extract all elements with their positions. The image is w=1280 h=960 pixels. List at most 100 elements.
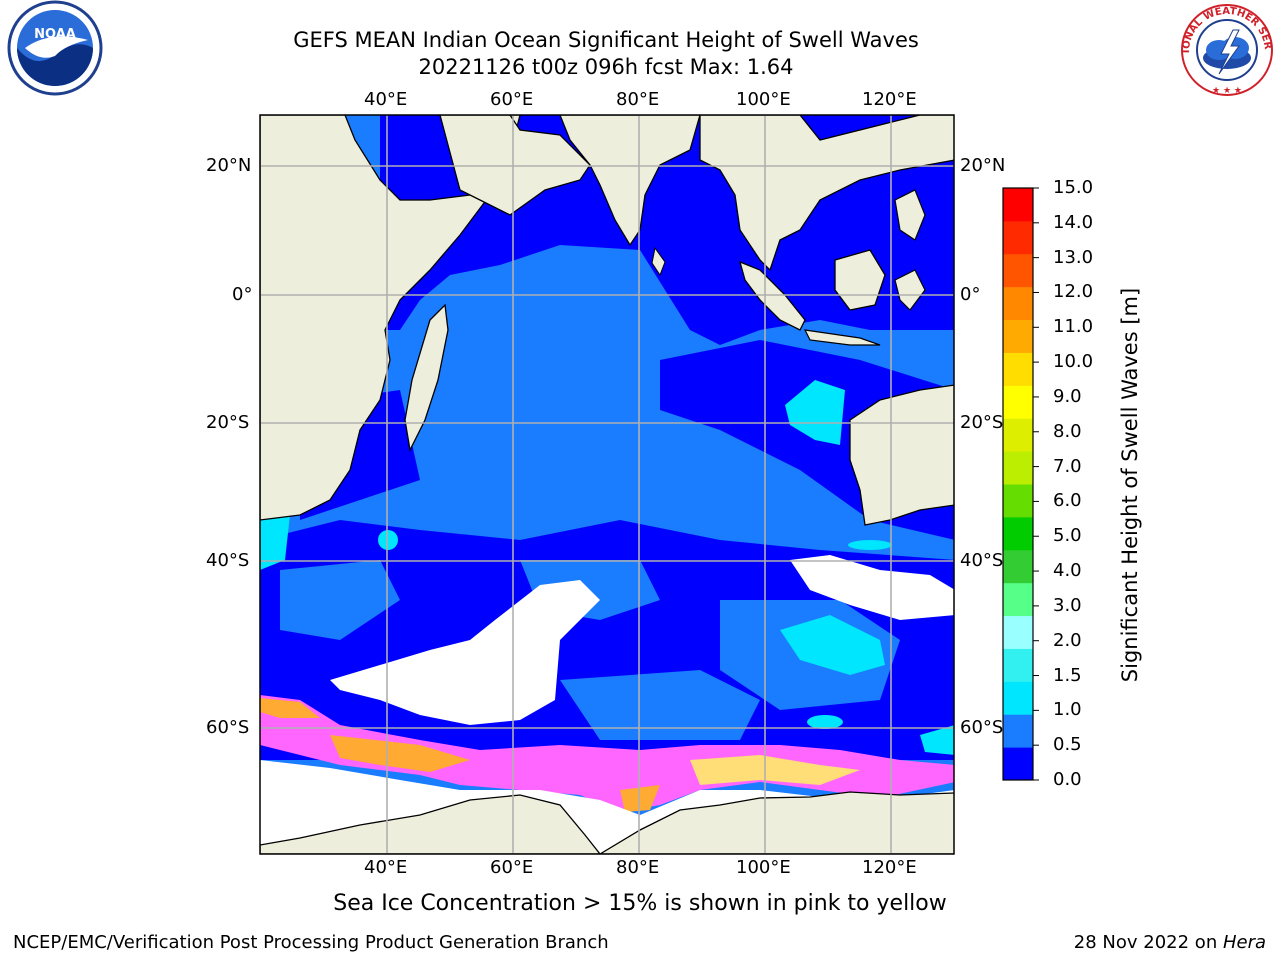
sumatra-land (739, 260, 806, 331)
lat-label-right-40s: 40°S (960, 550, 1004, 571)
colorbar-segment (1003, 747, 1033, 781)
noaa-logo-graphic: NOAA (7, 0, 103, 96)
ocean-patch-sw (280, 560, 400, 640)
lat-label-left-20n: 20°N (206, 155, 252, 176)
sea-ice-orange-s (620, 785, 660, 812)
swell-patch-cyan-au (785, 380, 845, 445)
lat-label-right-60s: 60°S (960, 717, 1004, 738)
missing-data-region-2 (790, 555, 954, 620)
sea-ice-caption: Sea Ice Concentration > 15% is shown in … (333, 891, 947, 916)
lon-label-top-100e: 100°E (736, 89, 791, 110)
swell-patch-cyan-streak (848, 540, 892, 550)
colorbar-segment (1003, 648, 1033, 682)
arabia-land (439, 115, 591, 216)
nws-logo: NATIONAL WEATHER SERVICE ★ ★ ★ (1175, 0, 1280, 100)
colorbar-segment (1003, 286, 1033, 321)
footer-credit: NCEP/EMC/Verification Post Processing Pr… (13, 932, 609, 953)
colorbar-tick-label: 11.0 (1053, 316, 1094, 338)
africa-land (260, 115, 521, 521)
sri-lanka-land (651, 246, 666, 277)
map-graticule (260, 115, 954, 854)
colorbar-tick-label: 2.0 (1053, 629, 1082, 651)
ocean-patch-s3 (560, 670, 760, 740)
swell-patch-cyan-s2 (807, 715, 843, 729)
colorbar-segment (1003, 418, 1033, 452)
colorbar-tick-label: 15.0 (1053, 177, 1094, 198)
sea-ice-orange-w (330, 735, 470, 772)
colorbar-tick-label: 12.0 (1053, 281, 1094, 303)
colorbar (1003, 187, 1039, 781)
philippines-land (894, 189, 926, 241)
colorbar-title: Significant Height of Swell Waves [m] (1118, 287, 1142, 683)
colorbar-tick-label: 1.0 (1053, 699, 1082, 721)
lon-label-bottom-40e: 40°E (364, 857, 408, 878)
colorbar-tick-label: 6.0 (1053, 490, 1082, 512)
antarctica-land-w (260, 794, 601, 854)
noaa-logo: NOAA (0, 0, 110, 100)
colorbar-tick-label: 9.0 (1053, 385, 1082, 407)
colorbar-segment (1003, 516, 1033, 551)
colorbar-tick-label: 13.0 (1053, 246, 1094, 268)
antarctica-land-e (598, 791, 954, 854)
map-title: GEFS MEAN Indian Ocean Significant Heigh… (293, 28, 919, 52)
australia-land (849, 384, 954, 526)
madagascar-land (404, 303, 449, 453)
map-frame (259, 114, 955, 855)
sea-ice-yellow-e (690, 755, 860, 785)
footer-date-text: 28 Nov 2022 on (1073, 932, 1223, 953)
svg-text:★ ★ ★: ★ ★ ★ (1212, 86, 1242, 96)
map-subtitle: 20221126 t00z 096h fcst Max: 1.64 (418, 55, 794, 79)
lon-label-bottom-60e: 60°E (490, 857, 534, 878)
colorbar-tick-label: 5.0 (1053, 525, 1082, 547)
lat-label-left-40s: 40°S (206, 550, 250, 571)
colorbar-segment (1003, 681, 1033, 715)
colorbar-tick-label: 8.0 (1053, 420, 1082, 442)
colorbar-segment (1003, 220, 1033, 255)
swell-patch-cyan-small (378, 530, 398, 550)
sulawesi-land (894, 269, 926, 311)
colorbar-segment (1003, 615, 1033, 649)
lat-label-right-0: 0° (960, 284, 981, 305)
colorbar-frame (1002, 187, 1034, 781)
colorbar-segment (1003, 319, 1033, 353)
colorbar-segment (1003, 385, 1033, 419)
colorbar-tick-label: 3.0 (1053, 594, 1082, 616)
colorbar-segment (1003, 549, 1033, 584)
map-field (260, 115, 954, 854)
java-land (803, 329, 881, 346)
footer-host: Hera (1222, 932, 1266, 953)
colorbar-tick-label: 0.5 (1053, 734, 1082, 756)
colorbar-segment (1003, 253, 1033, 288)
missing-data-region-1 (330, 580, 600, 725)
lat-label-left-0: 0° (232, 284, 253, 305)
lat-label-right-20n: 20°N (960, 155, 1006, 176)
lat-label-left-60s: 60°S (206, 717, 250, 738)
colorbar-tick-label: 7.0 (1053, 455, 1082, 477)
lon-label-bottom-80e: 80°E (616, 857, 660, 878)
swell-patch-cyan-se (920, 725, 954, 755)
colorbar-tick-label: 4.0 (1053, 560, 1082, 582)
swell-patch-cyan-s (780, 615, 885, 675)
lon-label-top-40e: 40°E (364, 89, 408, 110)
colorbar-segment (1003, 188, 1033, 222)
colorbar-tick-label: 14.0 (1053, 211, 1094, 233)
lat-label-left-20s: 20°S (206, 412, 250, 433)
sea-ice-band (260, 695, 954, 812)
colorbar-segment (1003, 484, 1033, 518)
lon-label-top-80e: 80°E (616, 89, 660, 110)
nws-logo-graphic: NATIONAL WEATHER SERVICE ★ ★ ★ (1175, 0, 1273, 96)
colorbar-tick-label: 10.0 (1053, 351, 1094, 373)
colorbar-segment (1003, 582, 1033, 617)
colorbar-tick-label: 0.0 (1053, 769, 1082, 790)
colorbar-segment (1003, 352, 1033, 386)
lon-label-bottom-120e: 120°E (862, 857, 917, 878)
lon-label-bottom-100e: 100°E (736, 857, 791, 878)
footer-date: 28 Nov 2022 on Hera (1074, 932, 1266, 953)
noaa-logo-text: NOAA (34, 27, 76, 42)
swell-patch-cyan-w (260, 515, 290, 570)
sea-ice-orange-edge (260, 698, 320, 718)
colorbar-segment (1003, 714, 1033, 748)
colorbar-tick-label: 1.5 (1053, 664, 1082, 686)
india-land (559, 115, 701, 247)
